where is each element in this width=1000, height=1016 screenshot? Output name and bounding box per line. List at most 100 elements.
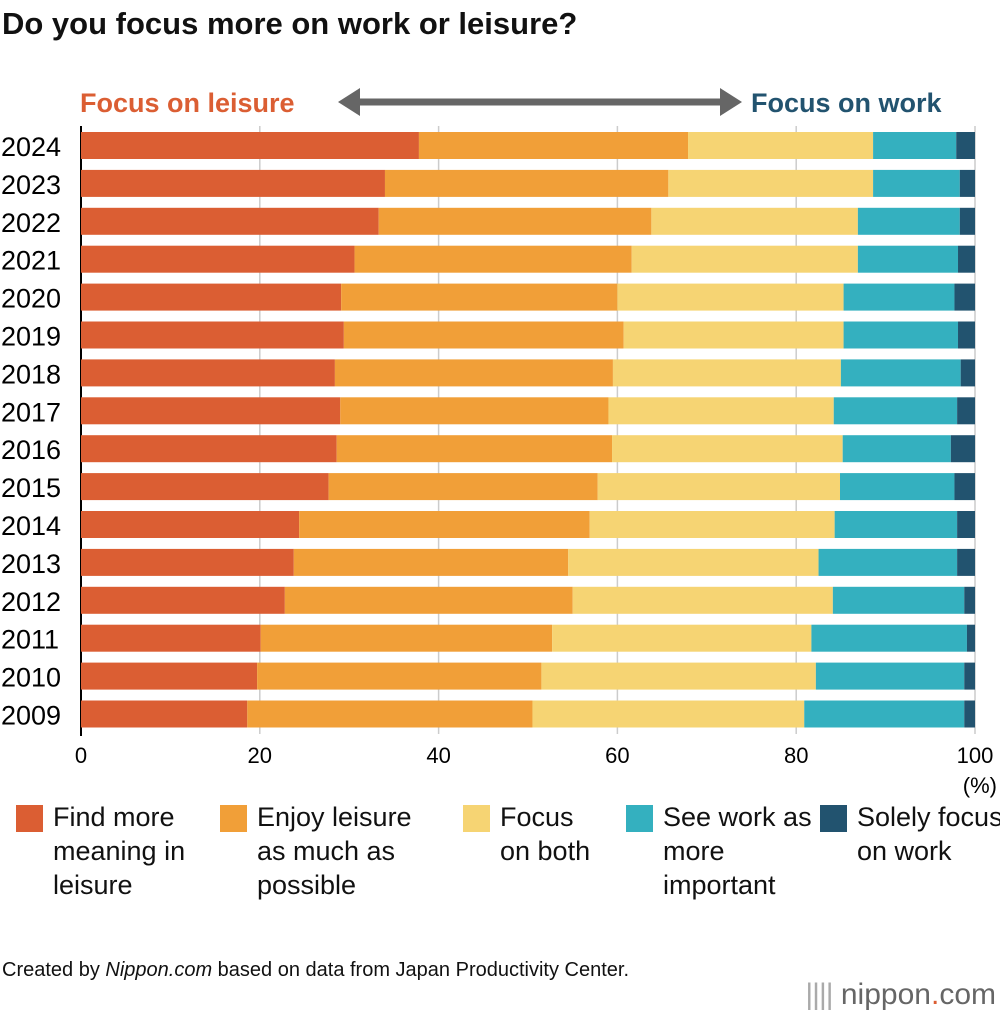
year-label: 2014: [1, 511, 61, 541]
bar-segment: [340, 397, 609, 425]
bar-segment: [334, 359, 613, 387]
bar-segment: [843, 283, 955, 311]
year-label: 2016: [1, 435, 61, 465]
bar-segment: [842, 435, 951, 463]
bar-segment: [873, 169, 960, 197]
year-label: 2017: [1, 397, 61, 427]
bar-segment: [81, 548, 294, 576]
bar-segment: [631, 245, 858, 273]
bar-segment: [81, 397, 341, 425]
bar-segment: [843, 321, 959, 349]
bar-segment: [833, 397, 958, 425]
bar-segment: [378, 207, 652, 235]
bar-segment: [957, 548, 975, 576]
bar-segment: [532, 700, 805, 728]
bar-segment: [815, 662, 965, 690]
x-tick-label: 60: [605, 743, 629, 768]
year-label: 2020: [1, 284, 61, 314]
source-note: Created by Nippon.com based on data from…: [2, 959, 630, 981]
bar-segment: [81, 624, 261, 652]
bar-segment: [336, 435, 613, 463]
x-tick-label: 40: [426, 743, 450, 768]
bar-segment: [873, 132, 957, 159]
bar-segment: [247, 700, 533, 728]
bar-segment: [589, 511, 835, 538]
bar-segment: [299, 511, 590, 538]
bar-segment: [818, 548, 958, 576]
bar-segment: [832, 586, 965, 614]
bar-segment: [964, 700, 975, 728]
bar-segment: [354, 245, 632, 273]
bar-segment: [956, 132, 975, 159]
year-label: 2023: [1, 170, 61, 200]
legend-label: Solely focus on work: [857, 802, 1000, 866]
bar-segment: [957, 511, 975, 538]
year-label: 2009: [1, 701, 61, 731]
bar-segment: [623, 321, 844, 349]
bar-segment: [688, 132, 874, 159]
bar-segment: [834, 511, 958, 538]
bar-segment: [958, 245, 975, 273]
year-label: 2015: [1, 473, 61, 503]
bar-segment: [81, 359, 335, 387]
legend-label: See work as more important: [663, 802, 812, 900]
bar-segment: [966, 624, 975, 652]
legend-label: Focus on both: [500, 802, 591, 866]
bar-segment: [81, 511, 300, 538]
bar-segment: [293, 548, 569, 576]
year-label: 2010: [1, 663, 61, 693]
bar-segment: [81, 207, 379, 235]
bar-segment: [81, 586, 285, 614]
legend-label: Find more meaning in leisure: [53, 802, 186, 900]
bar-segment: [857, 245, 959, 273]
year-label: 2012: [1, 587, 61, 617]
bar-segment: [257, 662, 542, 690]
focus-work-label: Focus on work: [751, 88, 942, 118]
bar-segment: [81, 700, 248, 728]
bar-segment: [81, 132, 419, 159]
bar-segment: [612, 359, 841, 387]
bar-segment: [954, 283, 975, 311]
nippon-logo: |||| nippon.com: [805, 978, 996, 1011]
year-label: 2019: [1, 322, 61, 352]
legend-swatch: [463, 805, 490, 832]
year-label: 2011: [1, 625, 59, 655]
bar-segment: [960, 359, 975, 387]
bar-segment: [954, 473, 975, 501]
legend-swatch: [16, 805, 43, 832]
bar-segment: [608, 397, 834, 425]
bar-segment: [81, 435, 337, 463]
x-tick-label: 0: [75, 743, 87, 768]
legend-swatch: [220, 805, 247, 832]
bar-segment: [81, 473, 329, 501]
chart-title: Do you focus more on work or leisure?: [2, 6, 578, 41]
legend-swatch: [820, 805, 847, 832]
x-tick-label: 100: [957, 743, 994, 768]
bar-segment: [384, 169, 669, 197]
year-label: 2013: [1, 549, 61, 579]
bar-segment: [260, 624, 553, 652]
x-tick-label: 20: [248, 743, 272, 768]
bar-segment: [958, 321, 975, 349]
bar-segment: [284, 586, 573, 614]
focus-leisure-label: Focus on leisure: [80, 88, 295, 118]
bar-segment: [804, 700, 965, 728]
bar-segment: [612, 435, 843, 463]
bar-segment: [343, 321, 624, 349]
bar-segment: [857, 207, 960, 235]
bar-segment: [328, 473, 598, 501]
bar-segment: [651, 207, 858, 235]
bar-segment: [957, 397, 975, 425]
bar-segment: [959, 207, 975, 235]
bar-segment: [81, 245, 355, 273]
bar-segment: [840, 473, 955, 501]
x-tick-label: 80: [784, 743, 808, 768]
bar-segment: [568, 548, 819, 576]
bar-segment: [541, 662, 816, 690]
legend-swatch: [626, 805, 653, 832]
bar-segment: [964, 586, 975, 614]
bar-segment: [572, 586, 833, 614]
bar-segment: [811, 624, 967, 652]
